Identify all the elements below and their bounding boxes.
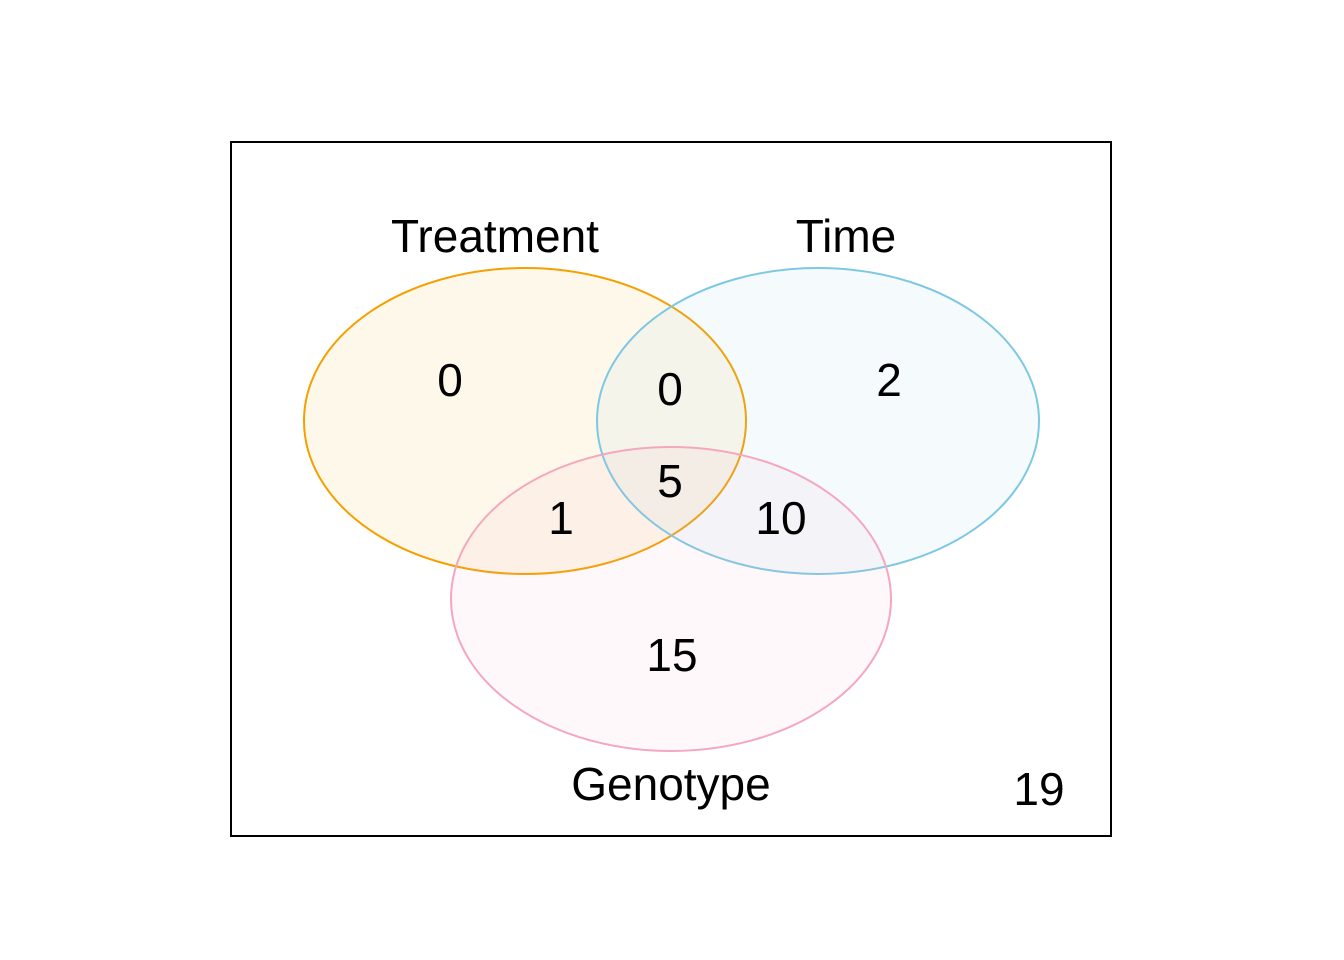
- time-ellipse: [596, 267, 1040, 575]
- count-genotype-only: 15: [646, 629, 697, 681]
- count-time-genotype: 10: [755, 492, 806, 544]
- genotype-ellipse: [450, 446, 892, 752]
- count-treatment-only: 0: [437, 354, 463, 406]
- count-time-only: 2: [876, 354, 902, 406]
- universe-frame: [230, 141, 1112, 837]
- time-label: Time: [796, 210, 897, 262]
- treatment-ellipse: [303, 267, 747, 575]
- count-outside: 19: [1013, 763, 1064, 815]
- count-treatment-time: 0: [657, 363, 683, 415]
- count-all-three: 5: [657, 455, 683, 507]
- genotype-label: Genotype: [571, 758, 770, 810]
- treatment-label: Treatment: [391, 210, 599, 262]
- count-treatment-genotype: 1: [548, 492, 574, 544]
